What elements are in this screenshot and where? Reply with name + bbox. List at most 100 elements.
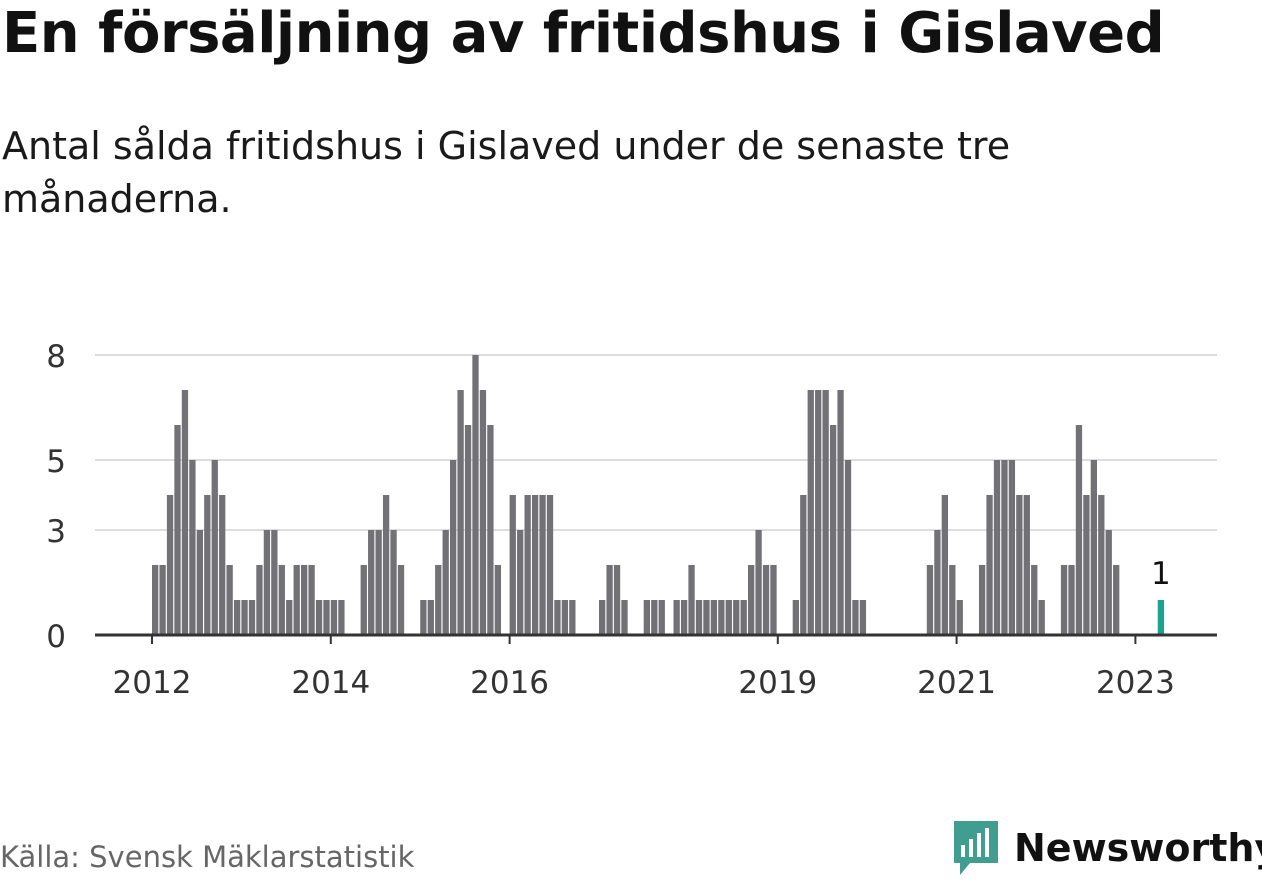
bar [1083,495,1090,635]
bar [174,425,181,635]
bar [1075,425,1083,635]
bar [599,600,606,635]
bar [770,565,777,635]
bar [1113,565,1120,635]
bar [1060,565,1068,635]
bar [315,600,323,635]
bar [606,565,613,635]
bar [293,565,300,635]
chart-title: En försäljning av fritidshus i Gislaved [2,1,1165,66]
bar [256,565,263,635]
bar [755,530,762,635]
bar [233,600,241,635]
bar [189,460,196,635]
bar [509,495,516,635]
bar [733,600,740,635]
bar [740,600,747,635]
bar [1008,460,1016,635]
chart-subtitle: Antal sålda fritidshus i Gislaved under … [2,124,1011,222]
bar [762,565,770,635]
bar [464,425,472,635]
bar [159,565,166,635]
brand-logo[interactable]: Newsworthy [950,818,1262,878]
x-tick-label: 2023 [1096,665,1175,701]
bar [286,600,293,635]
bar [219,495,226,635]
bar [941,495,948,635]
bar [524,495,531,635]
bar [397,565,405,635]
axis-layer: 0 3 5 8 1 2012 2014 2016 2019 2021 2023 [46,339,1217,701]
bar [271,530,278,635]
bar [226,565,233,635]
bar [204,495,211,635]
bar [427,600,434,635]
bar [926,565,934,635]
bar [248,600,256,635]
bar [822,390,829,635]
bar [993,460,1001,635]
bar [263,530,271,635]
x-tick-label: 2021 [917,665,996,701]
bar [718,600,725,635]
bar [442,530,449,635]
bar [569,600,576,635]
bar [837,390,844,635]
x-tick-label: 2016 [470,665,549,701]
bar [435,565,442,635]
bar-value-label: 1 [1151,556,1171,592]
bar [517,530,524,635]
bar [934,530,941,635]
bar [1090,460,1097,635]
bar [1031,565,1038,635]
bar [949,565,956,635]
bar [181,390,189,635]
bar [829,425,837,635]
bar [1105,530,1112,635]
bar [479,390,487,635]
bar [651,600,658,635]
bar [323,600,330,635]
bar [800,495,807,635]
y-tick-label: 5 [46,444,66,480]
bar [539,495,546,635]
bar [844,460,852,635]
bar [859,600,867,635]
bar [360,565,367,635]
bars-layer [152,355,1165,635]
bar [613,565,621,635]
bar [450,460,457,635]
y-tick-label: 0 [46,619,66,655]
bar [956,600,963,635]
bar [375,530,382,635]
bar [278,565,285,635]
bar [978,565,986,635]
bar [1001,460,1008,635]
bar [211,460,218,635]
bar [621,600,628,635]
bar [382,495,390,635]
bar [196,530,203,635]
bar [807,390,814,635]
bar [643,600,650,635]
bar [330,600,338,635]
x-tick-label: 2019 [738,665,817,701]
bar [986,495,993,635]
bar [1098,495,1105,635]
bar [472,355,479,635]
bar [308,565,315,635]
bar [703,600,710,635]
bar [338,600,345,635]
bar [531,495,539,635]
bar [546,495,554,635]
bar [852,600,859,635]
bar [561,600,569,635]
bar [673,600,680,635]
y-tick-label: 3 [46,514,66,550]
bar [166,495,174,635]
grid-layer [95,354,1217,531]
bar [368,530,375,635]
bar [241,600,248,635]
brand-name: Newsworthy [1014,826,1262,870]
x-tick-label: 2012 [113,665,192,701]
